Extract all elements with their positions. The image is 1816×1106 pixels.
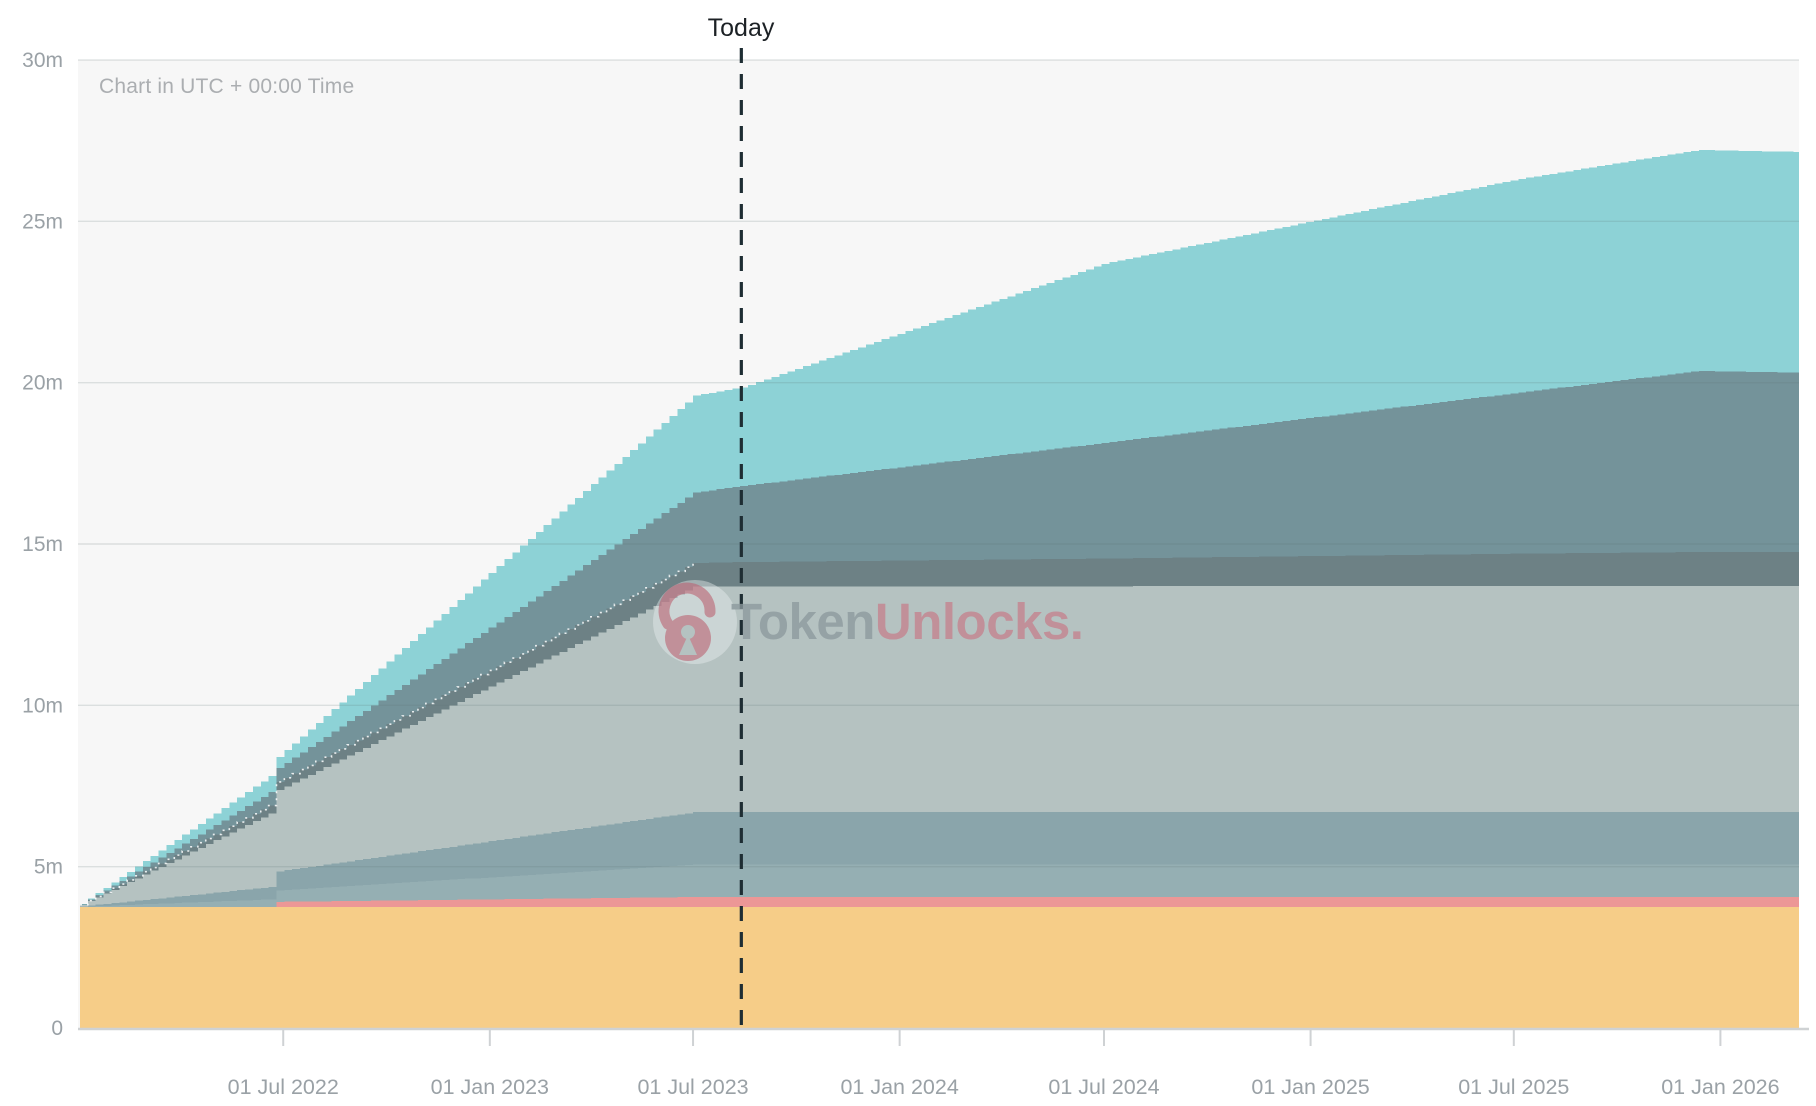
x-tick-label: 01 Jan 2024 (840, 1075, 958, 1099)
x-tick-label: 01 Jul 2024 (1048, 1075, 1159, 1099)
area-layer-pink-allocation (80, 897, 1799, 907)
y-tick-label-30m: 30m (22, 49, 63, 72)
y-tick-label-5m: 5m (34, 856, 63, 879)
y-tick-label-0: 0 (51, 1017, 63, 1040)
area-layer-slate-teal-allocation (80, 371, 1799, 905)
x-tick-label: 01 Jul 2022 (228, 1075, 339, 1099)
x-tick-label: 01 Jul 2025 (1458, 1075, 1569, 1099)
x-tick-label: 01 Jul 2023 (637, 1075, 748, 1099)
area-layer-steel-dark-allocation (80, 812, 1799, 907)
area-layer-orange-allocation (80, 907, 1799, 1028)
y-tick-label-25m: 25m (22, 210, 63, 233)
area-layer-cyan-allocation (80, 150, 1799, 905)
x-tick-label: 01 Jan 2025 (1251, 1075, 1369, 1099)
y-tick-label-10m: 10m (22, 694, 63, 717)
area-layer-light-gray-allocation (80, 585, 1799, 907)
vesting-boundary-dotted-line (80, 563, 694, 906)
x-tick-label: 01 Jan 2023 (431, 1075, 549, 1099)
y-tick-label-15m: 15m (22, 533, 63, 556)
x-tick-label: 01 Jan 2026 (1661, 1075, 1779, 1099)
y-tick-label-20m: 20m (22, 372, 63, 395)
area-layer-steel-light-allocation (80, 864, 1799, 907)
